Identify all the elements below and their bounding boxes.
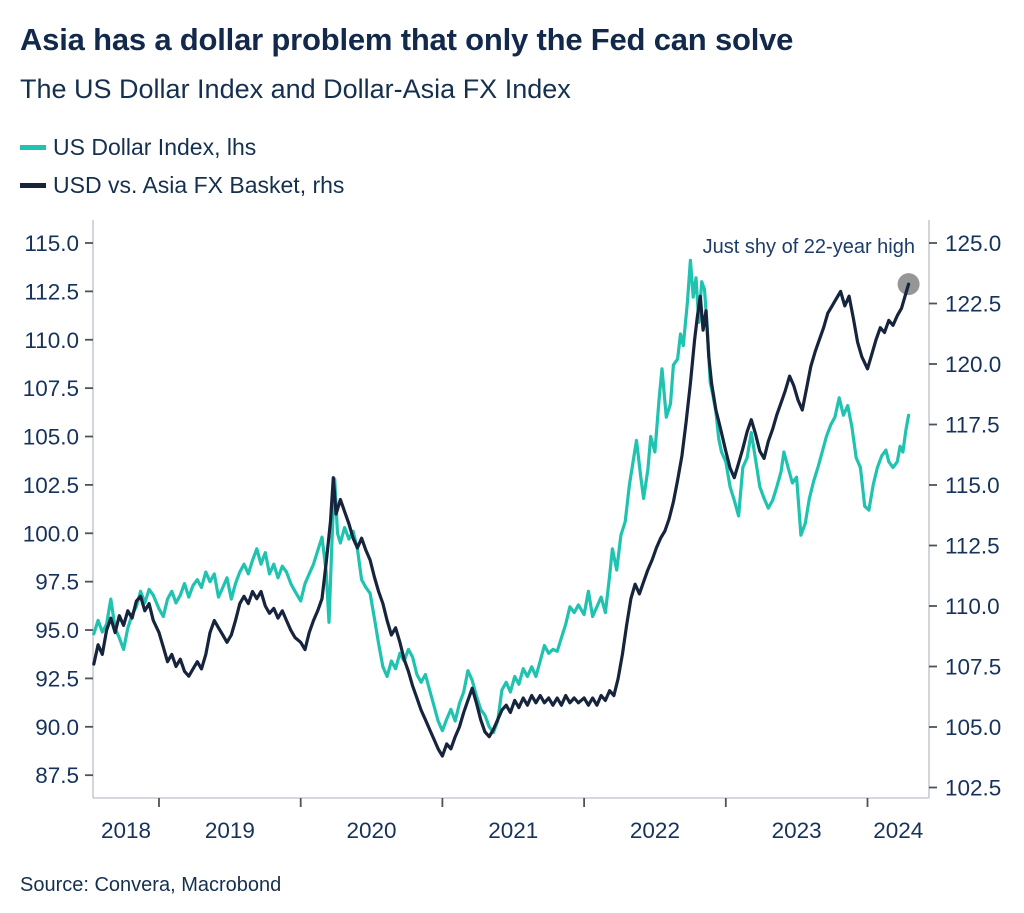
left-axis-tick-label: 100.0	[23, 521, 79, 546]
left-axis-tick-label: 95.0	[35, 618, 79, 643]
right-axis-tick-label: 115.0	[945, 473, 1000, 498]
right-axis-tick-label: 125.0	[945, 231, 1001, 256]
left-axis-tick-label: 110.0	[24, 328, 79, 353]
left-axis-tick-label: 107.5	[23, 376, 79, 401]
right-axis-tick-label: 107.5	[945, 655, 1001, 680]
right-axis-tick-label: 110.0	[945, 594, 1000, 619]
right-axis-tick-label: 120.0	[945, 352, 1001, 377]
right-axis-tick-label: 105.0	[945, 715, 1001, 740]
x-axis-year-label: 2019	[205, 818, 255, 843]
right-axis-tick-label: 122.5	[945, 292, 1001, 317]
x-axis-year-label: 2024	[873, 818, 923, 843]
left-axis-tick-label: 90.0	[35, 715, 79, 740]
left-axis-tick-label: 115.0	[24, 231, 79, 256]
legend-swatch-teal-icon	[20, 144, 46, 150]
legend-item-asia-fx-basket: USD vs. Asia FX Basket, rhs	[20, 170, 344, 200]
left-axis-tick-label: 102.5	[23, 473, 79, 498]
x-axis-year-label: 2023	[772, 818, 822, 843]
legend-label: USD vs. Asia FX Basket, rhs	[53, 171, 345, 198]
annotation-text: Just shy of 22-year high	[703, 236, 915, 258]
x-axis-year-label: 2018	[101, 818, 151, 843]
us-dollar-index-line	[92, 258, 911, 735]
page-title: Asia has a dollar problem that only the …	[20, 22, 794, 57]
legend-swatch-navy-icon	[20, 182, 46, 188]
left-axis-tick-label: 87.5	[35, 763, 79, 788]
chart-legend: US Dollar Index, lhs USD vs. Asia FX Bas…	[20, 132, 344, 208]
x-axis-year-label: 2021	[488, 818, 538, 843]
asia-fx-basket-line	[92, 282, 911, 758]
legend-label: US Dollar Index, lhs	[53, 133, 257, 160]
chart-subtitle: The US Dollar Index and Dollar-Asia FX I…	[20, 74, 571, 104]
left-axis-tick-label: 97.5	[35, 570, 79, 595]
right-axis-tick-label: 102.5	[945, 776, 1001, 801]
x-axis-year-label: 2022	[630, 818, 680, 843]
left-axis-tick-label: 92.5	[35, 666, 79, 691]
right-axis-tick-label: 112.5	[945, 534, 1000, 559]
x-axis-year-label: 2020	[347, 818, 397, 843]
source-note: Source: Convera, Macrobond	[20, 874, 282, 896]
left-axis-tick-label: 112.5	[24, 279, 79, 304]
right-axis-tick-label: 117.5	[945, 413, 1000, 438]
legend-item-us-dollar-index: US Dollar Index, lhs	[20, 132, 344, 162]
left-axis-tick-label: 105.0	[23, 425, 79, 450]
